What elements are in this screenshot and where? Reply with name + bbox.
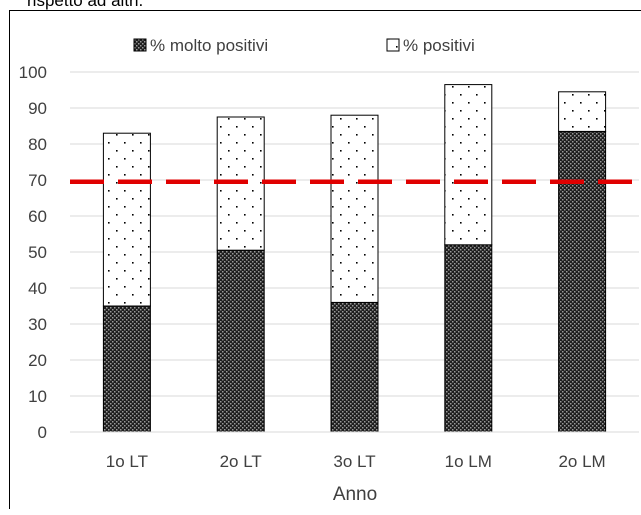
axes: 0 10 20 30 40 50 60 70 80 90 100 1o LT 2o LT 3o LT 1o …	[19, 63, 639, 505]
x-tick-label: 3o LT	[333, 452, 375, 471]
y-tick-label: 50	[28, 243, 47, 262]
bars	[102, 84, 607, 433]
legend-swatch-molto-positivi	[133, 38, 147, 52]
x-tick-label: 2o LM	[558, 452, 605, 471]
bar-segment-positivi	[330, 114, 379, 303]
bar-segment-positivi	[558, 91, 607, 132]
bar-segment-molto-positivi	[444, 244, 493, 433]
legend-label: % molto positivi	[150, 36, 268, 55]
y-tick-label: 100	[19, 63, 47, 82]
y-tick-label: 30	[28, 315, 47, 334]
legend-swatch-positivi	[386, 38, 400, 52]
y-tick-label: 0	[38, 423, 47, 442]
bar-segment-molto-positivi	[330, 301, 379, 433]
chart-frame: 0 10 20 30 40 50 60 70 80 90 100 1o LT 2o LT 3o LT 1o …	[9, 10, 641, 509]
y-tick-label: 10	[28, 387, 47, 406]
y-tick-label: 40	[28, 279, 47, 298]
y-tick-label: 70	[28, 171, 47, 190]
bar-segment-molto-positivi	[102, 305, 151, 433]
stacked-bar-chart: 0 10 20 30 40 50 60 70 80 90 100 1o LT 2o LT 3o LT 1o …	[19, 36, 641, 505]
legend: % molto positivi % positivi	[133, 36, 475, 55]
y-tick-label: 60	[28, 207, 47, 226]
caption-fragment: rispetto ad altri.	[27, 0, 144, 10]
gridlines	[70, 71, 639, 397]
bar-segment-molto-positivi	[558, 130, 607, 433]
x-tick-label: 1o LM	[445, 452, 492, 471]
x-tick-label: 2o LT	[220, 452, 262, 471]
bar-segment-positivi	[102, 132, 151, 307]
y-tick-label: 80	[28, 135, 47, 154]
legend-label: % positivi	[403, 36, 475, 55]
y-tick-label: 20	[28, 351, 47, 370]
x-axis-title: Anno	[333, 484, 377, 505]
bar-segment-molto-positivi	[216, 249, 265, 433]
bar-segment-positivi	[444, 84, 493, 246]
x-tick-label: 1o LT	[106, 452, 148, 471]
y-tick-label: 90	[28, 99, 47, 118]
